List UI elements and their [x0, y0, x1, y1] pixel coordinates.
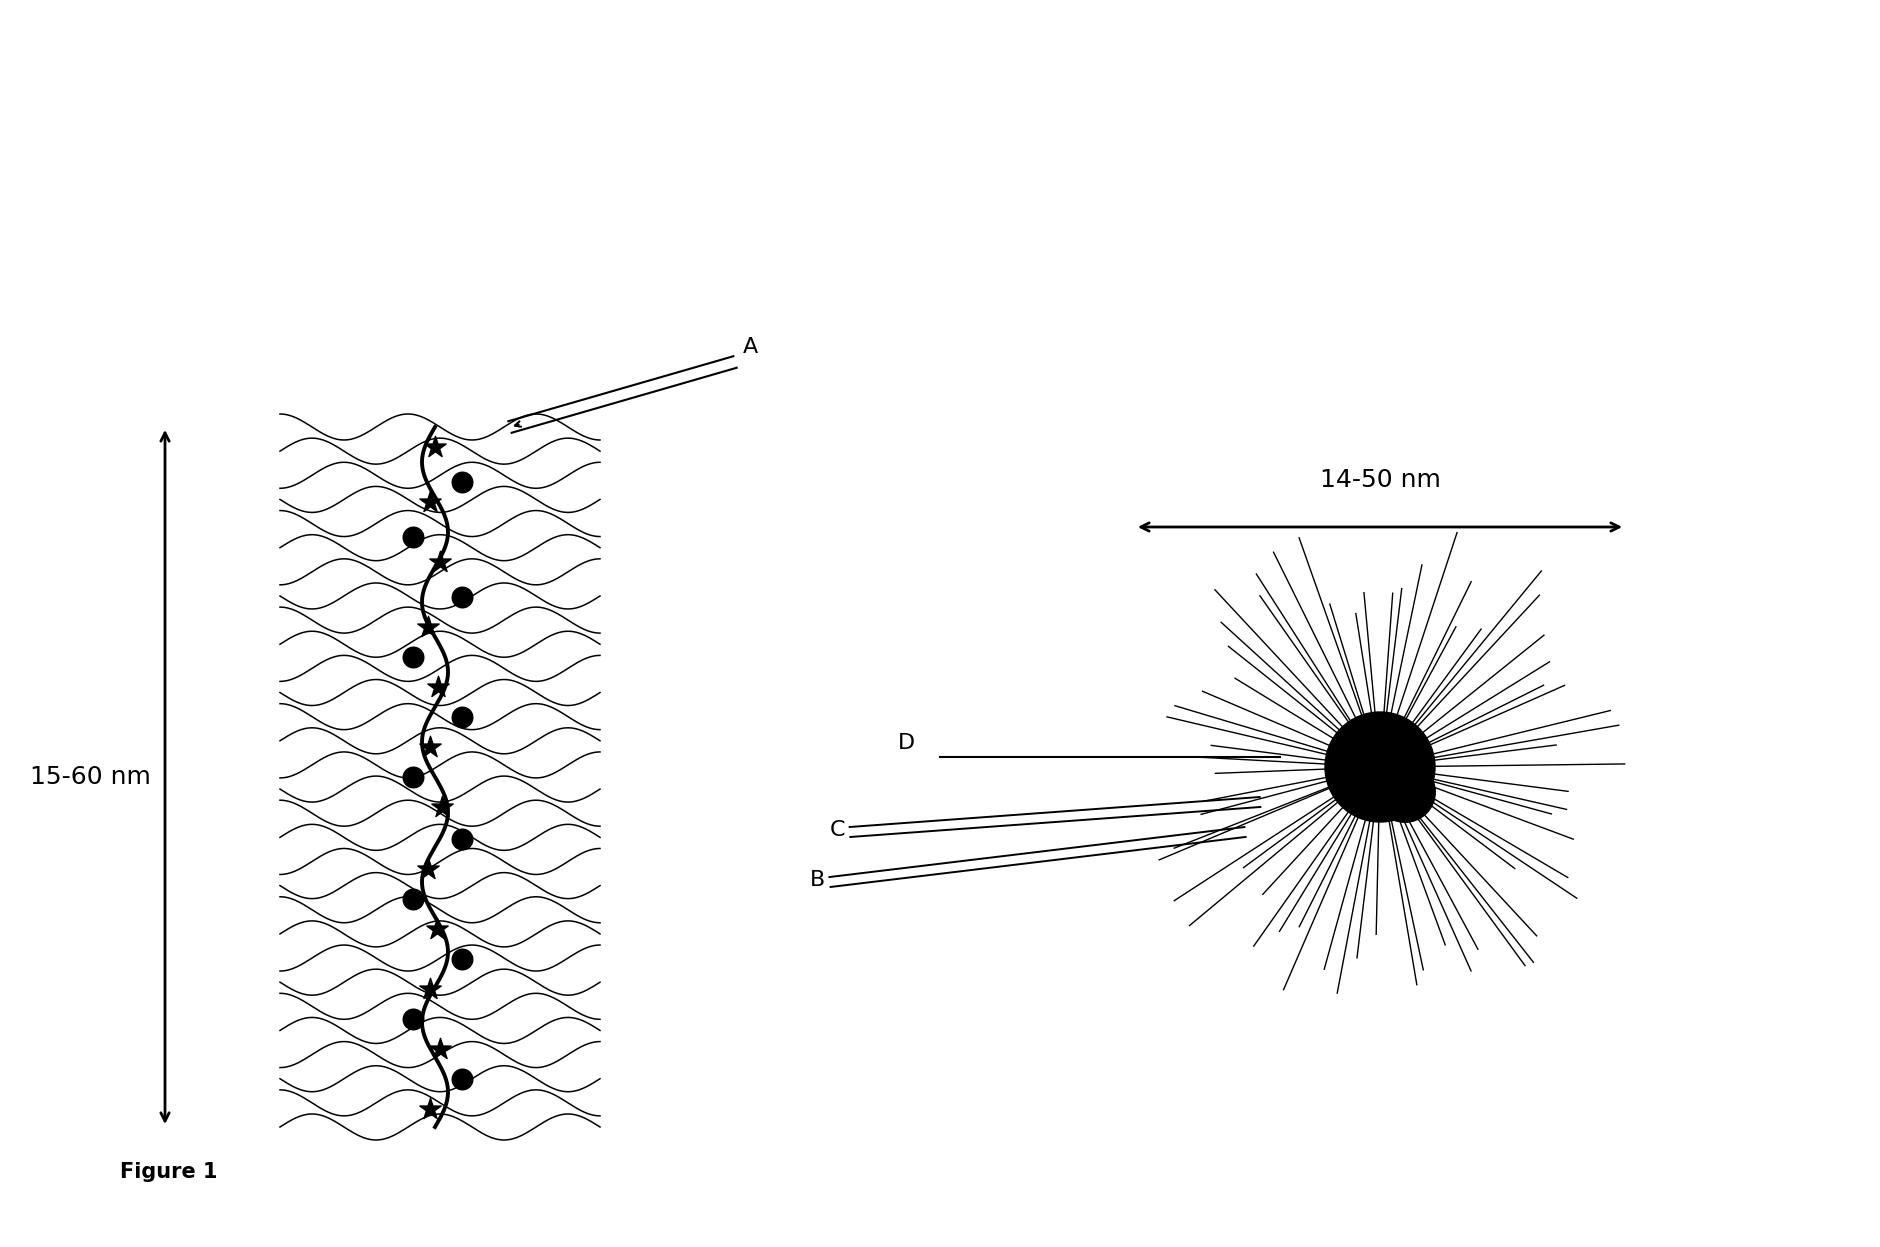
Point	[415, 737, 446, 757]
Text: C: C	[829, 821, 844, 840]
Circle shape	[1374, 762, 1434, 822]
Point	[399, 767, 429, 787]
Point	[415, 979, 446, 999]
Text: Figure 1: Figure 1	[120, 1162, 218, 1182]
Point	[447, 473, 478, 493]
Point	[414, 617, 444, 637]
Point	[399, 527, 429, 547]
Point	[399, 647, 429, 667]
Point	[447, 1069, 478, 1089]
Point	[425, 552, 455, 572]
Text: D: D	[899, 733, 916, 753]
Point	[414, 859, 444, 879]
Point	[425, 1039, 455, 1059]
Point	[399, 889, 429, 909]
Text: A: A	[743, 337, 758, 357]
Point	[447, 707, 478, 727]
Point	[447, 949, 478, 969]
Circle shape	[1325, 712, 1434, 822]
Point	[419, 436, 449, 456]
Point	[415, 493, 446, 513]
Point	[423, 677, 453, 697]
Point	[447, 829, 478, 849]
Point	[421, 919, 451, 939]
Point	[447, 587, 478, 607]
Text: 14-50 nm: 14-50 nm	[1320, 468, 1440, 493]
Point	[427, 797, 457, 817]
Point	[415, 1099, 446, 1119]
Text: B: B	[810, 870, 825, 890]
Text: 15-60 nm: 15-60 nm	[30, 764, 150, 789]
Point	[399, 1009, 429, 1029]
